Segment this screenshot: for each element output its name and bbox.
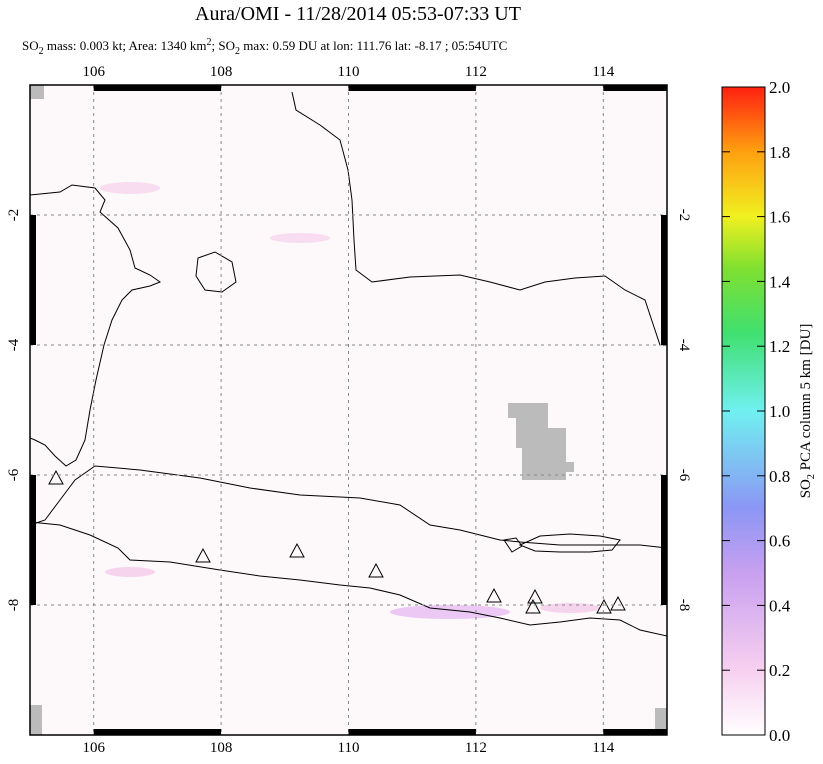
colorbar-tick-label: 0.0 — [769, 726, 790, 745]
coastline — [30, 184, 162, 467]
colorbar-tick-label: 0.6 — [769, 532, 790, 551]
frame-band — [661, 215, 667, 345]
subtitle-part: 2 — [206, 37, 211, 48]
volcanoes — [48, 469, 626, 614]
frame-band — [661, 475, 667, 605]
frame-band — [93, 85, 222, 91]
so2-haze — [390, 605, 510, 619]
map-area — [30, 85, 667, 735]
volcano — [525, 598, 541, 614]
coastline — [30, 521, 667, 637]
so2-haze — [105, 567, 155, 577]
subtitle-part: ; SO — [211, 38, 234, 53]
colorbar-tick-label: 2.0 — [769, 78, 790, 97]
frame-band — [348, 729, 476, 735]
x-tick-label: 114 — [592, 64, 614, 80]
y-tick-label: -4 — [676, 339, 692, 352]
frame-band — [93, 729, 222, 735]
frame-band — [348, 85, 476, 91]
colorbar-label-part: PCA column 5 km [DU] — [798, 324, 814, 474]
missing-data — [30, 705, 42, 735]
colorbar-label: SO2 PCA column 5 km [DU] — [798, 324, 817, 499]
subtitle-part: 2 — [39, 46, 44, 57]
y-tick-label: -2 — [676, 209, 692, 222]
colorbar-tick-label: 1.2 — [769, 337, 790, 356]
x-tick-label: 112 — [465, 64, 487, 80]
so2-haze — [100, 182, 160, 194]
volcano — [486, 587, 502, 603]
coastline — [30, 465, 667, 549]
missing-data — [655, 708, 667, 735]
y-tick-label: -4 — [6, 338, 22, 351]
coastline — [291, 91, 667, 346]
volcano — [289, 542, 305, 558]
x-tick-label: 108 — [210, 740, 233, 756]
missing-data — [30, 85, 44, 99]
subtitle-part: 2 — [235, 46, 240, 57]
x-tick-label: 106 — [82, 740, 105, 756]
x-tick-label: 112 — [465, 740, 487, 756]
volcano — [368, 562, 384, 578]
subtitle: SO2 mass: 0.003 kt; Area: 1340 km2; SO2 … — [22, 37, 507, 57]
colorbar-tick-label: 1.4 — [769, 272, 791, 291]
colorbar-tick-label: 0.2 — [769, 661, 790, 680]
x-tick-label: 110 — [338, 64, 360, 80]
frame-band — [30, 215, 36, 345]
title: Aura/OMI - 11/28/2014 05:53-07:33 UT — [195, 3, 521, 25]
x-tick-label: 108 — [210, 64, 233, 80]
y-tick-label: -8 — [6, 599, 22, 612]
coastline — [518, 533, 621, 553]
coastlines — [30, 91, 667, 637]
colorbar-label-part: 2 — [806, 474, 817, 479]
subtitle-part: mass: 0.003 kt; Area: 1340 km — [44, 38, 207, 53]
frame-band — [603, 729, 667, 735]
colorbar-tick-label: 1.6 — [769, 208, 790, 227]
volcano — [48, 469, 64, 485]
missing-data — [508, 403, 574, 480]
subtitle-part: max: 0.59 DU at lon: 111.76 lat: -8.17 ;… — [240, 38, 507, 53]
coastline — [503, 537, 523, 553]
volcano — [195, 547, 211, 563]
y-tick-label: -6 — [676, 469, 692, 482]
x-tick-label: 106 — [82, 64, 105, 80]
y-tick-label: -2 — [6, 209, 22, 222]
colorbar-tick-label: 1.8 — [769, 143, 790, 162]
colorbar-label-part: SO — [798, 479, 814, 498]
y-tick-label: -6 — [6, 468, 22, 481]
volcano — [610, 595, 626, 611]
frame-band — [603, 85, 667, 91]
x-tick-label: 110 — [338, 740, 360, 756]
frame-band — [30, 475, 36, 605]
colorbar-tick-label: 0.8 — [769, 467, 790, 486]
x-tick-label: 114 — [592, 740, 614, 756]
coastline — [195, 251, 237, 293]
subtitle-part: SO — [22, 38, 39, 53]
volcano — [596, 598, 612, 614]
y-tick-label: -8 — [676, 599, 692, 612]
colorbar-tick-label: 1.0 — [769, 402, 790, 421]
colorbar-tick-label: 0.4 — [769, 596, 791, 615]
so2-haze — [270, 233, 330, 243]
